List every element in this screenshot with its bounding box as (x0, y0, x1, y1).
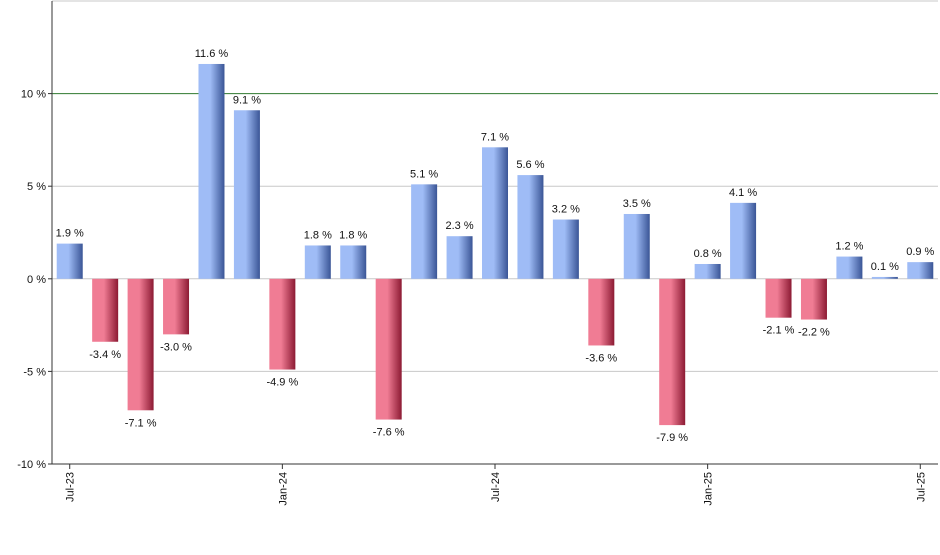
bar-apr-25 (800, 278, 827, 320)
bar-apr-24 (375, 278, 402, 420)
data-label: 7.1 % (481, 131, 509, 143)
bar-jun-25 (871, 276, 898, 279)
data-label: -3.4 % (89, 349, 121, 361)
x-tick-label: Jul-25 (915, 472, 927, 502)
data-label: -7.9 % (656, 432, 688, 444)
bar-feb-24 (304, 245, 331, 279)
data-label: 2.3 % (445, 220, 473, 232)
x-tick-label: Jul-23 (65, 472, 77, 502)
bar-jul-24 (482, 147, 508, 279)
bar-may-24 (411, 184, 438, 279)
bar-jan-25 (694, 263, 721, 279)
data-label: 0.9 % (906, 246, 934, 258)
data-label: -3.6 % (585, 352, 617, 364)
data-label: 1.8 % (304, 229, 332, 241)
bar-sep-24 (552, 219, 579, 279)
bar-aug-23 (92, 278, 119, 342)
data-label: 1.9 % (56, 228, 84, 240)
data-label: -7.6 % (373, 427, 405, 439)
data-label: -2.1 % (763, 325, 795, 337)
y-tick-label: 0 % (27, 274, 46, 286)
data-label: 1.8 % (339, 229, 367, 241)
data-label: 3.2 % (552, 204, 580, 216)
bar-sep-23 (127, 278, 154, 411)
bar-nov-23 (198, 63, 225, 279)
bar-dec-23 (233, 110, 260, 279)
data-label: 5.6 % (516, 159, 544, 171)
data-label: -2.2 % (798, 327, 830, 339)
data-label: -3.0 % (160, 341, 192, 353)
bar-jul-25 (907, 262, 934, 279)
bar-dec-24 (659, 278, 686, 426)
data-label: 4.1 % (729, 187, 757, 199)
data-label: -7.1 % (125, 417, 157, 429)
bar-jul-23 (56, 243, 83, 279)
x-tick-label: Jul-24 (490, 472, 502, 502)
y-tick-label: 10 % (21, 89, 46, 101)
bar-mar-25 (765, 278, 792, 318)
data-label: 11.6 % (195, 48, 229, 60)
data-label: 3.5 % (623, 198, 651, 210)
bar-oct-24 (588, 278, 615, 346)
data-label: 5.1 % (410, 168, 438, 180)
bars (56, 63, 934, 426)
data-label: 1.2 % (835, 241, 863, 253)
data-labels: 1.9 % -3.4 % -7.1 % -3.0 % 11.6 % 9.1 % -4.9 %… (56, 48, 935, 444)
x-tick-label: Jan-24 (277, 472, 289, 506)
bar-nov-24 (623, 213, 650, 279)
bar-feb-25 (730, 202, 757, 279)
x-tick-label: Jan-25 (703, 472, 715, 506)
axes: -10 % -5 % 0 % 5 % 10 % Jul-23 Jan-24 Jul-24 Jan… (17, 1, 938, 506)
data-label: 0.8 % (694, 248, 722, 260)
data-label: 9.1 % (233, 94, 261, 106)
bar-jun-24 (446, 236, 473, 279)
bar-mar-24 (340, 245, 367, 279)
y-tick-label: -5 % (23, 366, 46, 378)
y-tick-label: -10 % (17, 459, 46, 471)
bar-may-25 (836, 256, 863, 279)
data-label: -4.9 % (266, 377, 298, 389)
data-label: 0.1 % (871, 261, 899, 273)
bar-aug-24 (517, 175, 544, 279)
y-tick-label: 5 % (27, 181, 46, 193)
bar-jan-24 (269, 278, 296, 370)
bar-oct-23 (163, 278, 190, 335)
